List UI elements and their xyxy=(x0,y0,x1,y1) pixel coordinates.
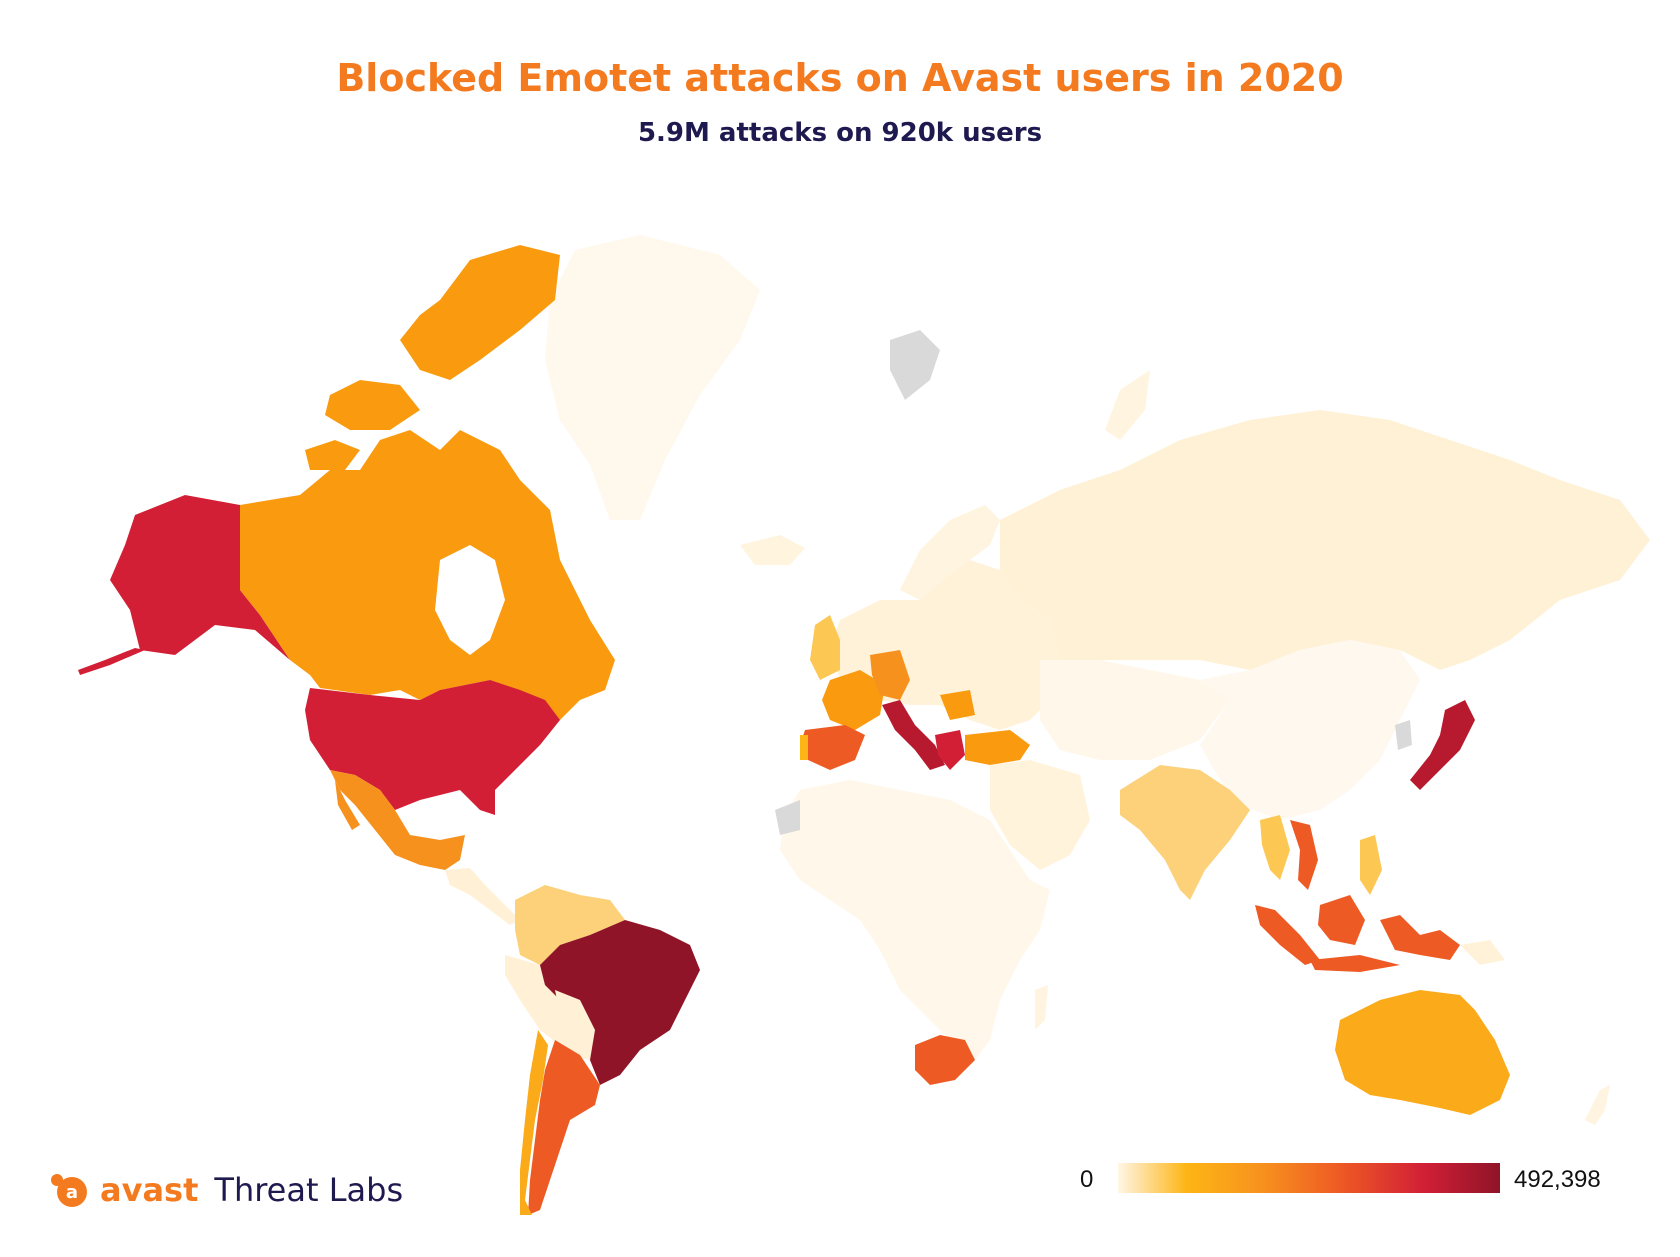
region-australia[interactable] xyxy=(1335,990,1510,1115)
legend-max-label: 492,398 xyxy=(1514,1166,1601,1193)
region-colombia[interactable] xyxy=(515,885,625,965)
region-iceland[interactable] xyxy=(740,535,805,565)
region-spain[interactable] xyxy=(800,725,865,770)
region-central-america[interactable] xyxy=(445,868,520,925)
region-thailand[interactable] xyxy=(1260,815,1290,880)
avast-logo: a avast Threat Labs xyxy=(48,1168,403,1212)
legend-color-scale xyxy=(1118,1163,1500,1193)
region-chile[interactable] xyxy=(520,1030,548,1215)
region-papua[interactable] xyxy=(1460,940,1505,965)
region-hudson-bay xyxy=(435,545,505,655)
region-romania[interactable] xyxy=(940,690,975,720)
region-canada-arctic-2[interactable] xyxy=(325,380,420,430)
region-alaska[interactable] xyxy=(110,495,290,660)
region-new-zealand[interactable] xyxy=(1585,1085,1610,1125)
region-portugal[interactable] xyxy=(800,735,808,760)
region-greece[interactable] xyxy=(935,730,965,770)
region-indonesia-sumatra[interactable] xyxy=(1255,905,1320,965)
region-canada[interactable] xyxy=(240,430,615,720)
logo-brand-text: avast xyxy=(100,1171,199,1209)
region-indonesia-borneo[interactable] xyxy=(1318,895,1365,945)
region-india[interactable] xyxy=(1120,765,1250,900)
logo-suffix-text: Threat Labs xyxy=(214,1171,404,1209)
region-baja[interactable] xyxy=(335,780,360,830)
region-peru[interactable] xyxy=(505,955,570,1045)
region-france[interactable] xyxy=(822,670,885,730)
region-novaya-zemlya[interactable] xyxy=(1105,370,1150,440)
region-middle-east[interactable] xyxy=(990,760,1090,870)
region-svalbard[interactable] xyxy=(890,330,940,400)
region-argentina[interactable] xyxy=(528,1040,600,1215)
legend-min-label: 0 xyxy=(1080,1166,1094,1193)
region-western-sahara[interactable] xyxy=(775,800,800,835)
region-south-africa[interactable] xyxy=(915,1035,975,1085)
region-usa[interactable] xyxy=(305,680,560,815)
region-germany[interactable] xyxy=(870,650,910,700)
region-italy[interactable] xyxy=(882,700,945,770)
region-philippines[interactable] xyxy=(1360,835,1382,895)
svg-text:a: a xyxy=(66,1182,78,1203)
page-subtitle: 5.9M attacks on 920k users xyxy=(637,118,1043,148)
region-madagascar[interactable] xyxy=(1035,985,1048,1030)
region-bolivia[interactable] xyxy=(555,990,595,1060)
region-indonesia-east[interactable] xyxy=(1380,915,1460,960)
region-mexico[interactable] xyxy=(330,770,465,870)
region-canada-arctic[interactable] xyxy=(400,245,560,380)
region-central-asia[interactable] xyxy=(1040,660,1230,760)
region-aleutians[interactable] xyxy=(78,648,145,675)
region-africa[interactable] xyxy=(780,780,1050,1060)
region-canada-arctic-3[interactable] xyxy=(305,440,360,470)
region-uk[interactable] xyxy=(810,615,840,680)
region-russia[interactable] xyxy=(1000,410,1650,670)
region-indonesia-java[interactable] xyxy=(1310,955,1400,972)
avast-logo-icon: a xyxy=(51,1174,87,1207)
region-turkey[interactable] xyxy=(965,730,1030,765)
region-greenland[interactable] xyxy=(545,235,760,520)
region-japan[interactable] xyxy=(1410,700,1475,790)
page-title: Blocked Emotet attacks on Avast users in… xyxy=(336,56,1344,100)
region-china[interactable] xyxy=(1200,640,1420,820)
region-scandinavia[interactable] xyxy=(900,505,1000,600)
region-vietnam[interactable] xyxy=(1290,820,1318,890)
region-north-korea[interactable] xyxy=(1395,720,1412,750)
